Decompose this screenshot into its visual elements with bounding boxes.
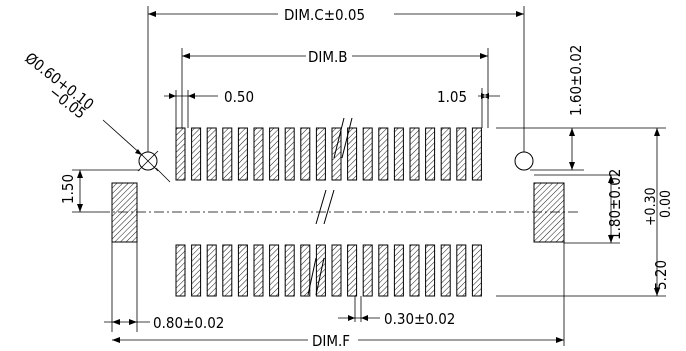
bottom-pin [269, 244, 280, 297]
bottom-pin [206, 244, 217, 297]
bottom-pin [175, 244, 186, 297]
bottom-pin [222, 244, 233, 297]
offset-dimension: 1.05 [437, 88, 500, 128]
bottom-pin-row [175, 244, 482, 297]
bottom-pin [331, 244, 342, 297]
bottom-pin [284, 244, 295, 297]
left-mounting-pad [111, 182, 138, 243]
dim-b-dimension: DIM.B [181, 48, 489, 128]
top-pin [471, 127, 482, 181]
dim-b-label: DIM.B [308, 48, 348, 66]
top-pin [331, 127, 342, 181]
left-offset-label: 1.50 [59, 174, 77, 204]
top-pin [237, 127, 248, 181]
pin-width-label: 0.30±0.02 [384, 310, 455, 328]
bottom-pin [300, 244, 311, 297]
hole-offset-label: 1.60±0.02 [567, 45, 585, 116]
top-pin [347, 127, 358, 181]
pin-width-dimension: 0.30±0.02 [338, 296, 455, 328]
top-pin-row [175, 127, 482, 181]
top-pin [175, 127, 186, 181]
top-pin [315, 127, 326, 181]
total-height-label: 5.20 [652, 260, 670, 290]
top-pin [456, 127, 467, 181]
total-height-plus: +0.30 [643, 187, 659, 226]
top-pin [440, 127, 451, 181]
top-pin [284, 127, 295, 181]
top-pin [191, 127, 202, 181]
left-offset-dimension: 1.50 [59, 169, 140, 213]
bottom-pin [425, 244, 436, 297]
break-marks [307, 117, 353, 296]
dim-f-label: DIM.F [312, 332, 350, 350]
pad-width-label: 0.80±0.02 [153, 314, 224, 332]
top-pin [206, 127, 217, 181]
top-pin [300, 127, 311, 181]
bottom-pin [362, 244, 373, 297]
bottom-pin [347, 244, 358, 297]
pad-width-dimension: 0.80±0.02 [104, 242, 224, 332]
bottom-pin [456, 244, 467, 297]
top-pin [378, 127, 389, 181]
top-pin [222, 127, 233, 181]
top-pin [362, 127, 373, 181]
total-height-minus: 0.00 [658, 190, 674, 218]
bottom-pin [191, 244, 202, 297]
bottom-pin [409, 244, 420, 297]
top-pin [269, 127, 280, 181]
right-mounting-hole [514, 151, 534, 171]
pitch-dimension: 0.50 [164, 88, 254, 128]
right-mounting-pad [533, 182, 565, 243]
pad-height-label: 1.80±0.02 [606, 169, 624, 240]
right-vertical-dimensions: 1.60±0.02 1.80±0.02 5.20 +0.30 0.00 [496, 45, 674, 297]
dim-f-dimension: DIM.F [112, 242, 565, 350]
pitch-label: 0.50 [224, 88, 254, 106]
top-pin [425, 127, 436, 181]
top-pin [253, 127, 264, 181]
bottom-pin [471, 244, 482, 297]
bottom-pin [440, 244, 451, 297]
top-pin [409, 127, 420, 181]
dim-c-label: DIM.C±0.05 [284, 6, 365, 24]
bottom-pin [393, 244, 404, 297]
bottom-pin [253, 244, 264, 297]
bottom-pin [378, 244, 389, 297]
bottom-pin [237, 244, 248, 297]
offset-label: 1.05 [437, 88, 467, 106]
top-pin [393, 127, 404, 181]
